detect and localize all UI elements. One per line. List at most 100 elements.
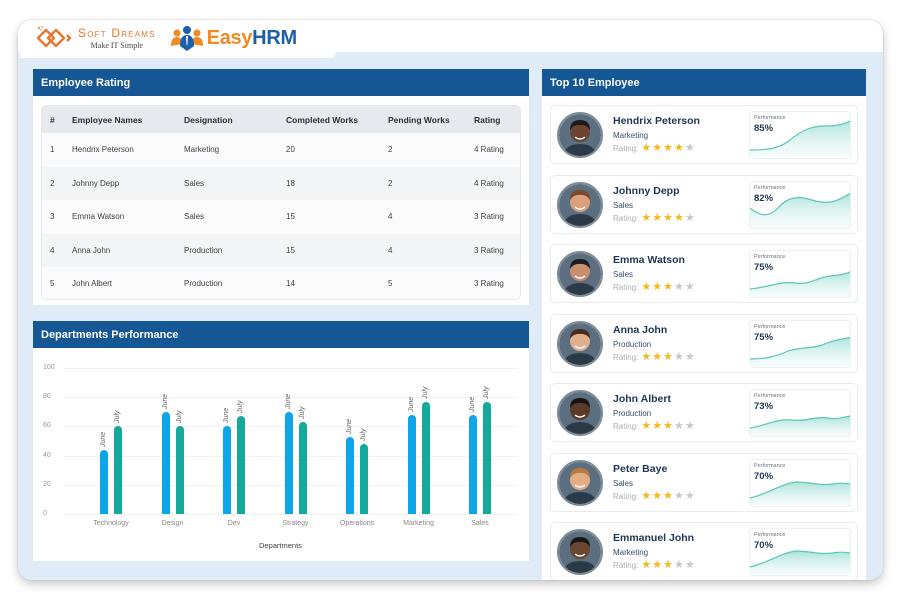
easyhrm-logo[interactable]: EasyHRM	[170, 24, 297, 52]
y-tick-label: 60	[43, 422, 51, 430]
employee-card[interactable]: Emmanuel John Marketing Rating: ★ ★ ★ ★ ★ Pe…	[550, 522, 858, 580]
cell-number: 1	[50, 145, 55, 155]
bar-series-label: July	[114, 410, 121, 424]
departments-bar-chart: Departments 0 20 40 60 80 100 June July Technolo…	[33, 348, 529, 561]
employee-card[interactable]: Anna John Production Rating: ★ ★ ★ ★ ★ Perfo…	[550, 313, 858, 373]
performance-sparkline: Performance 70%	[749, 528, 851, 576]
bar-series-label: July	[421, 386, 429, 399]
bar-operations-july[interactable]	[360, 443, 368, 514]
sparkline-chart	[750, 415, 850, 436]
performance-label: Performance	[754, 184, 786, 191]
star-filled-icon: ★	[652, 420, 663, 432]
performance-sparkline: Performance 75%	[749, 319, 851, 368]
star-filled-icon: ★	[652, 281, 663, 293]
employee-avatar[interactable]	[557, 529, 603, 575]
employee-avatar[interactable]	[557, 181, 603, 228]
cell-designation: Marketing	[184, 145, 220, 155]
bar-strategy-june[interactable]	[284, 411, 293, 514]
bar-dev-june[interactable]	[223, 426, 231, 514]
employee-name[interactable]: Hendrix Peterson	[613, 115, 700, 127]
employee-rating: Rating: ★ ★ ★ ★ ★	[613, 560, 695, 571]
rating-label: Rating:	[613, 491, 639, 501]
top-employees-list[interactable]: Hendrix Peterson Marketing Rating: ★ ★ ★ ★ ★…	[550, 105, 858, 580]
employee-avatar[interactable]	[557, 320, 603, 367]
person-photo-icon	[559, 183, 601, 226]
people-group-icon	[170, 26, 203, 51]
bar-series-label: July	[175, 410, 183, 424]
employee-rating-table: # Employee Names Designation Completed W…	[42, 106, 520, 299]
cell-designation: Sales	[184, 178, 205, 188]
bar-marketing-june[interactable]	[407, 414, 416, 514]
bar-marketing-july[interactable]	[421, 401, 430, 514]
employee-name[interactable]: Johnny Depp	[613, 184, 680, 197]
table-row[interactable]: 4 Anna John Production 15 4 3 Rating	[42, 233, 520, 267]
employee-rating: Rating: ★ ★ ★ ★ ★	[613, 489, 695, 502]
star-rating: ★ ★ ★ ★ ★	[641, 143, 694, 154]
bar-series-label: June	[284, 393, 292, 409]
star-empty-icon: ★	[684, 489, 695, 502]
performance-value: 82%	[754, 192, 774, 204]
star-empty-icon: ★	[673, 489, 684, 502]
employee-avatar[interactable]	[557, 251, 603, 297]
performance-sparkline: Performance 85%	[749, 111, 851, 159]
person-photo-icon	[559, 253, 601, 295]
employee-card[interactable]: John Albert Production Rating: ★ ★ ★ ★ ★ Per…	[550, 383, 858, 442]
employee-card[interactable]: Johnny Depp Sales Rating: ★ ★ ★ ★ ★ Performa…	[550, 174, 858, 234]
employee-department: Sales	[613, 270, 634, 279]
employee-avatar[interactable]	[557, 390, 603, 436]
col-header-completed-works[interactable]: Completed Works	[286, 114, 359, 125]
table-row[interactable]: 3 Emma Watson Sales 15 4 3 Rating	[42, 200, 520, 234]
star-empty-icon: ★	[673, 559, 684, 571]
employee-avatar[interactable]	[557, 112, 603, 158]
col-header-employee-names[interactable]: Employee Names	[72, 114, 143, 125]
table-row[interactable]: 5 John Albert Production 14 5 3 Rating	[42, 267, 520, 299]
app-window: Soft Dreams Make IT Simple EasyHRM Emplo…	[18, 20, 883, 580]
bar-operations-june[interactable]	[346, 436, 354, 514]
cell-designation: Production	[184, 279, 223, 289]
col-header-rating[interactable]: Rating	[474, 114, 501, 125]
cell-number: 4	[50, 245, 55, 255]
table-row[interactable]: 2 Johnny Depp Sales 18 2 4 Rating	[42, 166, 520, 200]
star-rating: ★ ★ ★ ★ ★	[641, 560, 694, 571]
table-row[interactable]: 1 Hendrix Peterson Marketing 20 2 4 Rati…	[42, 133, 520, 167]
bar-dev-july[interactable]	[237, 416, 245, 514]
y-tick-label: 20	[43, 480, 51, 488]
bar-design-june[interactable]	[161, 411, 170, 514]
x-tick-label: Operations	[339, 520, 375, 527]
cell-pending: 5	[388, 279, 393, 289]
performance-label: Performance	[754, 254, 786, 260]
bar-strategy-july[interactable]	[298, 422, 307, 514]
employee-name[interactable]: Emma Watson	[613, 254, 685, 266]
header-logo-bar: Soft Dreams Make IT Simple EasyHRM	[20, 20, 336, 58]
soft-dreams-logo[interactable]: Soft Dreams Make IT Simple	[34, 24, 156, 52]
cell-pending: 4	[388, 212, 393, 222]
bar-technology-june[interactable]	[100, 449, 108, 514]
employee-department: Production	[613, 409, 652, 418]
x-tick-label: Strategy	[282, 520, 309, 527]
employee-card[interactable]: Hendrix Peterson Marketing Rating: ★ ★ ★ ★ ★…	[550, 105, 858, 164]
performance-sparkline: Performance 70%	[749, 458, 851, 507]
cell-completed: 15	[286, 212, 295, 222]
employee-card[interactable]: Peter Baye Sales Rating: ★ ★ ★ ★ ★ Performan…	[550, 452, 858, 512]
employee-name[interactable]: John Albert	[613, 393, 671, 405]
bar-series-label: June	[469, 396, 476, 412]
bar-sales-july[interactable]	[483, 401, 491, 514]
employee-name[interactable]: Peter Baye	[613, 462, 668, 475]
bar-sales-june[interactable]	[469, 414, 477, 514]
star-filled-icon: ★	[673, 142, 684, 154]
col-header-pending-works[interactable]: Pending Works	[388, 114, 450, 125]
bar-technology-july[interactable]	[114, 426, 122, 514]
star-filled-icon: ★	[641, 489, 652, 502]
star-filled-icon: ★	[663, 420, 673, 432]
employee-avatar[interactable]	[557, 459, 603, 506]
top-employees-panel: Top 10 Employee Hendrix Peterson Marketi…	[542, 69, 866, 580]
departments-performance-panel: Departments Performance Departments 0 20 4…	[33, 321, 529, 561]
employee-card[interactable]: Emma Watson Sales Rating: ★ ★ ★ ★ ★ Performa…	[550, 244, 858, 303]
employee-name[interactable]: Anna John	[613, 323, 668, 336]
bar-design-july[interactable]	[175, 426, 184, 514]
star-empty-icon: ★	[684, 559, 695, 571]
employee-name[interactable]: Emmanuel John	[613, 532, 695, 544]
star-filled-icon: ★	[652, 142, 663, 154]
col-header-number[interactable]: #	[50, 114, 55, 125]
col-header-designation[interactable]: Designation	[184, 114, 233, 125]
